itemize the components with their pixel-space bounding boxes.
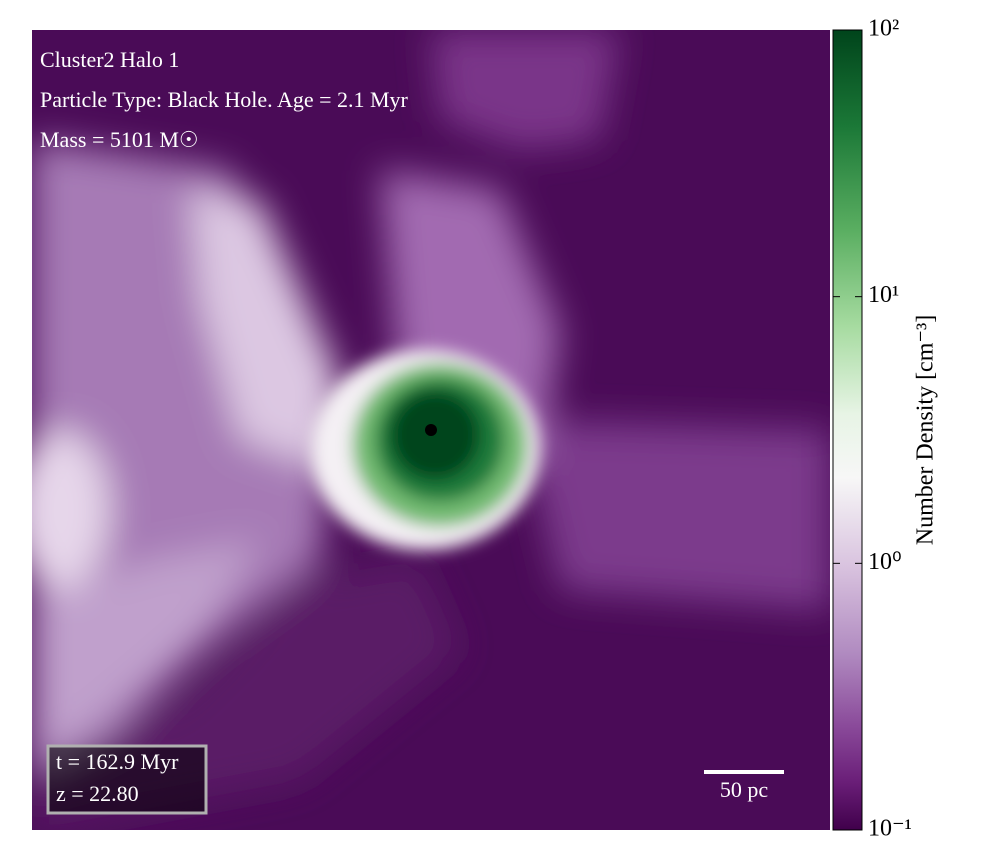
density-map bbox=[32, 30, 830, 830]
title-line: Mass = 5101 M☉ bbox=[40, 127, 199, 152]
black-hole bbox=[425, 424, 437, 436]
time-label: t = 162.9 Myr bbox=[56, 749, 179, 774]
time-box bbox=[46, 744, 208, 815]
colorbar-tick-label: 10² bbox=[868, 16, 899, 42]
colorbar-tick-label: 10⁰ bbox=[868, 549, 902, 575]
colorbar-tick-label: 10¹ bbox=[868, 282, 899, 308]
title-line: Particle Type: Black Hole. Age = 2.1 Myr bbox=[40, 87, 409, 112]
title-line: Cluster2 Halo 1 bbox=[40, 47, 179, 72]
scale-bar-label: 50 pc bbox=[720, 777, 769, 802]
colorbar bbox=[832, 29, 863, 831]
colorbar-tick-label: 10⁻¹ bbox=[868, 816, 912, 842]
redshift-label: z = 22.80 bbox=[56, 781, 139, 806]
colorbar-label: Number Density [cm⁻³] bbox=[913, 315, 939, 545]
